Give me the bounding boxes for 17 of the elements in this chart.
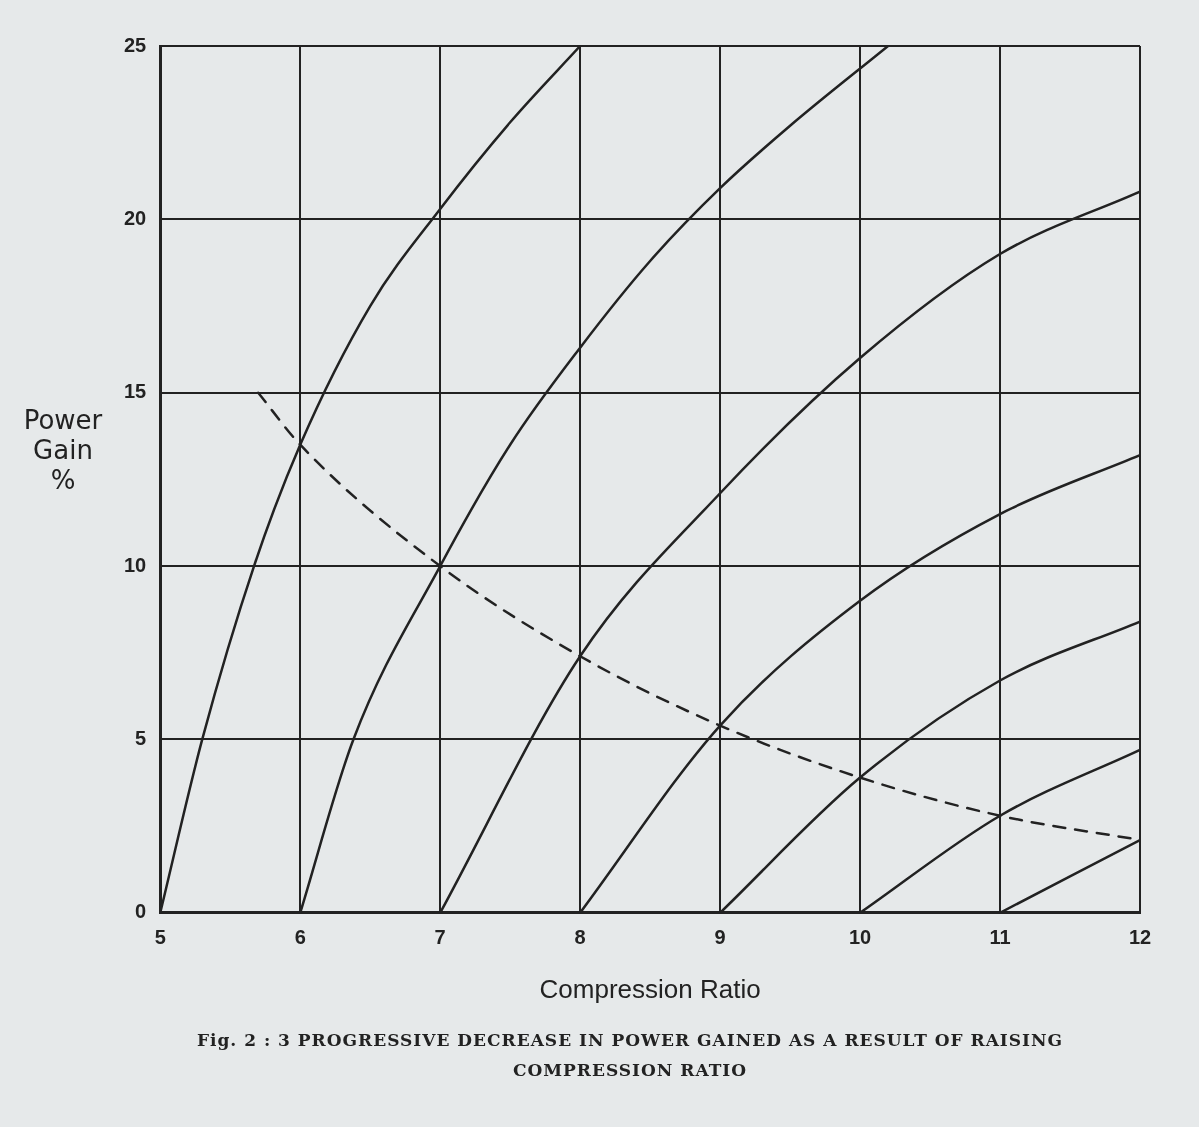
y-tick-label: 20 [124, 206, 147, 229]
x-tick-label: 8 [574, 926, 586, 949]
x-tick-label: 9 [714, 926, 726, 949]
x-tick-label: 12 [1128, 926, 1152, 949]
x-tick-label: 11 [989, 926, 1011, 949]
x-tick-label: 10 [848, 926, 872, 949]
text: Fig. 2 : 3 PROGRESSIVE DECREASE IN POWER GAINED AS A RESULT OF RAISING COMPRESSION RATIO [195, 1029, 1065, 1082]
x-axis-title: Compression Ratio [539, 973, 761, 1004]
y-tick-label: 25 [124, 33, 147, 56]
y-tick-label: 0 [135, 900, 147, 923]
x-tick-label: 7 [434, 926, 446, 949]
y-axis-title: Power Gain % [22, 405, 104, 495]
x-tick-label: 6 [294, 926, 306, 949]
y-tick-label: 15 [124, 380, 147, 403]
y-tick-label: 5 [135, 726, 147, 749]
x-tick-label: 5 [154, 926, 166, 949]
y-tick-label: 10 [124, 553, 147, 576]
